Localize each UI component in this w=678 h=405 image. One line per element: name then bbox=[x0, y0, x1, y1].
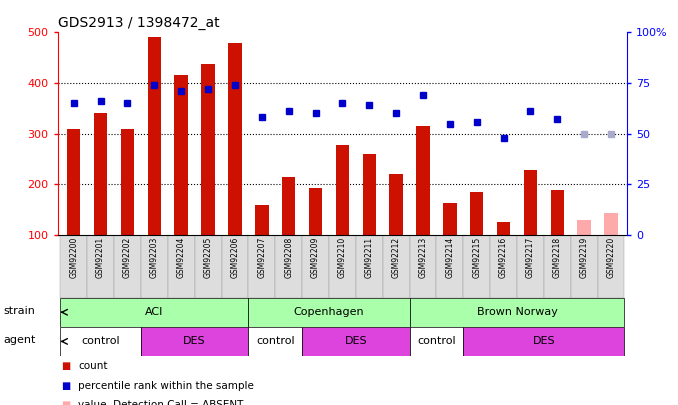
Text: control: control bbox=[81, 337, 120, 346]
Bar bbox=[148, 37, 161, 235]
Bar bbox=[174, 75, 188, 235]
Bar bbox=[167, 235, 195, 298]
Bar bbox=[578, 220, 591, 235]
Text: percentile rank within the sample: percentile rank within the sample bbox=[78, 381, 254, 390]
Text: GSM92200: GSM92200 bbox=[69, 237, 78, 278]
Bar bbox=[523, 170, 537, 235]
Bar bbox=[463, 235, 490, 298]
Text: GSM92208: GSM92208 bbox=[284, 237, 293, 278]
Bar bbox=[363, 154, 376, 235]
Text: DES: DES bbox=[183, 337, 206, 346]
Text: ACI: ACI bbox=[145, 307, 163, 317]
Bar bbox=[94, 113, 107, 235]
Bar bbox=[544, 235, 571, 298]
Text: GSM92205: GSM92205 bbox=[203, 237, 213, 278]
Bar bbox=[597, 235, 624, 298]
Bar bbox=[443, 203, 456, 235]
Bar bbox=[416, 126, 430, 235]
Bar bbox=[67, 129, 81, 235]
Bar bbox=[228, 43, 241, 235]
Bar bbox=[302, 327, 410, 356]
Text: GSM92213: GSM92213 bbox=[418, 237, 428, 278]
Bar bbox=[437, 235, 463, 298]
Text: Brown Norway: Brown Norway bbox=[477, 307, 557, 317]
Bar bbox=[195, 235, 222, 298]
Text: count: count bbox=[78, 361, 108, 371]
Bar bbox=[60, 298, 248, 327]
Text: DES: DES bbox=[344, 337, 367, 346]
Bar bbox=[87, 235, 114, 298]
Text: GSM92202: GSM92202 bbox=[123, 237, 132, 278]
Text: agent: agent bbox=[3, 335, 36, 345]
Text: GSM92220: GSM92220 bbox=[607, 237, 616, 278]
Bar bbox=[141, 327, 248, 356]
Text: value, Detection Call = ABSENT: value, Detection Call = ABSENT bbox=[78, 400, 243, 405]
Bar bbox=[490, 235, 517, 298]
Text: GSM92215: GSM92215 bbox=[472, 237, 481, 278]
Bar bbox=[201, 64, 215, 235]
Bar bbox=[517, 235, 544, 298]
Bar bbox=[604, 213, 618, 235]
Text: GSM92212: GSM92212 bbox=[392, 237, 401, 278]
Text: GSM92207: GSM92207 bbox=[257, 237, 266, 278]
Bar bbox=[410, 327, 463, 356]
Text: GSM92210: GSM92210 bbox=[338, 237, 347, 278]
Text: ■: ■ bbox=[61, 400, 71, 405]
Text: Copenhagen: Copenhagen bbox=[294, 307, 364, 317]
Text: GSM92216: GSM92216 bbox=[499, 237, 508, 278]
Bar bbox=[141, 235, 167, 298]
Bar bbox=[114, 235, 141, 298]
Bar bbox=[571, 235, 597, 298]
Bar bbox=[275, 235, 302, 298]
Text: GSM92219: GSM92219 bbox=[580, 237, 589, 278]
Text: DES: DES bbox=[532, 337, 555, 346]
Bar bbox=[551, 190, 564, 235]
Bar bbox=[497, 222, 511, 235]
Bar bbox=[410, 235, 437, 298]
Text: ■: ■ bbox=[61, 361, 71, 371]
Text: GSM92211: GSM92211 bbox=[365, 237, 374, 278]
Bar bbox=[389, 174, 403, 235]
Bar bbox=[356, 235, 382, 298]
Text: GSM92218: GSM92218 bbox=[553, 237, 562, 278]
Bar bbox=[248, 298, 410, 327]
Text: GDS2913 / 1398472_at: GDS2913 / 1398472_at bbox=[58, 16, 219, 30]
Text: GSM92203: GSM92203 bbox=[150, 237, 159, 278]
Bar bbox=[222, 235, 248, 298]
Bar bbox=[248, 235, 275, 298]
Bar bbox=[248, 327, 302, 356]
Bar bbox=[308, 188, 322, 235]
Text: GSM92217: GSM92217 bbox=[526, 237, 535, 278]
Text: GSM92204: GSM92204 bbox=[177, 237, 186, 278]
Text: GSM92214: GSM92214 bbox=[445, 237, 454, 278]
Bar bbox=[336, 145, 349, 235]
Bar bbox=[329, 235, 356, 298]
Text: GSM92206: GSM92206 bbox=[231, 237, 239, 278]
Text: control: control bbox=[256, 337, 294, 346]
Bar bbox=[302, 235, 329, 298]
Bar bbox=[255, 205, 268, 235]
Bar bbox=[410, 298, 624, 327]
Bar bbox=[121, 129, 134, 235]
Text: GSM92209: GSM92209 bbox=[311, 237, 320, 278]
Bar bbox=[463, 327, 624, 356]
Bar bbox=[382, 235, 410, 298]
Bar bbox=[60, 327, 141, 356]
Text: control: control bbox=[417, 337, 456, 346]
Bar bbox=[470, 192, 483, 235]
Text: strain: strain bbox=[3, 306, 35, 316]
Bar bbox=[60, 235, 87, 298]
Bar bbox=[282, 177, 296, 235]
Text: ■: ■ bbox=[61, 381, 71, 390]
Text: GSM92201: GSM92201 bbox=[96, 237, 105, 278]
